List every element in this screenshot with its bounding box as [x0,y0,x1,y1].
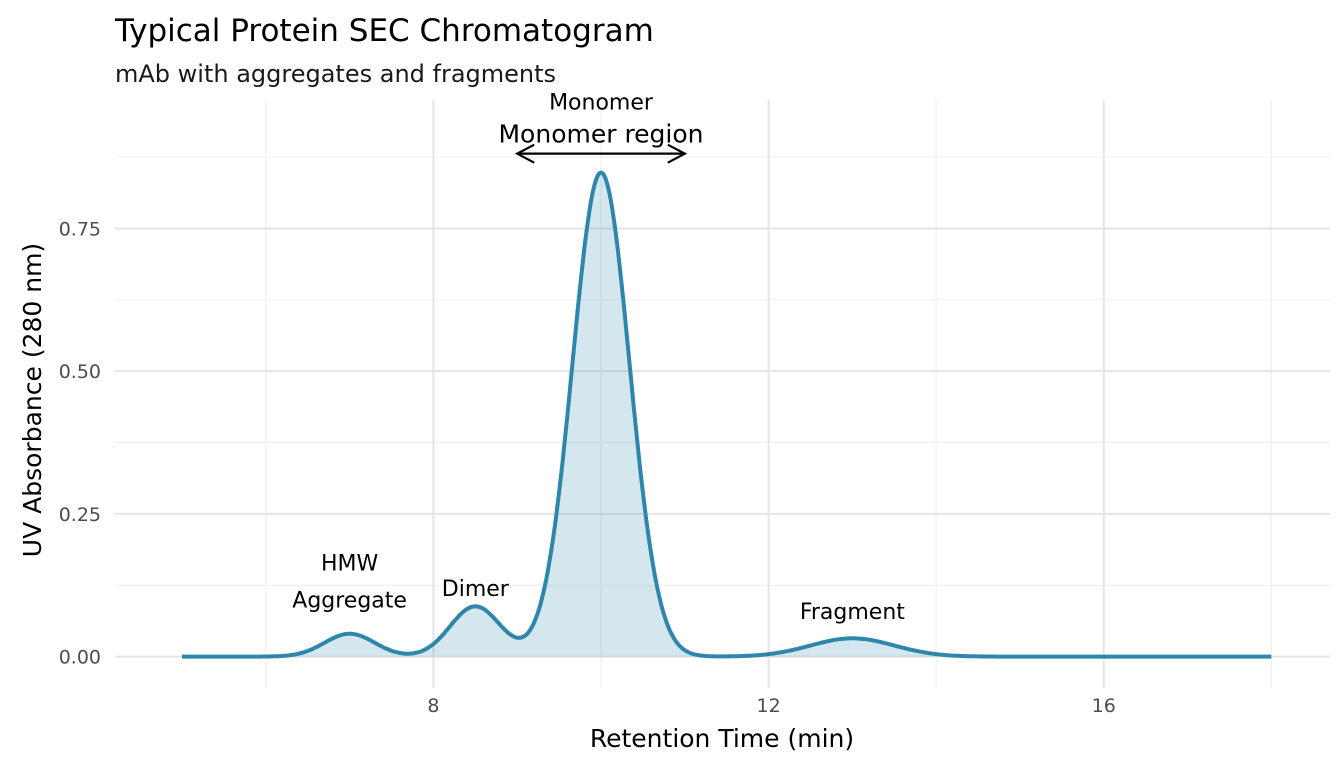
chromatogram-area-fill [182,172,1272,657]
chart-subtitle: mAb with aggregates and fragments [115,60,556,88]
y-tick-label: 0.00 [59,647,101,669]
arrowhead-left-icon [514,143,535,164]
axis-ticks: 8 12 16 0.00 0.25 0.50 0.75 [59,218,1116,717]
x-tick-label: 12 [756,695,780,717]
grid [115,100,1330,688]
y-axis-label: UV Absorbance (280 nm) [18,243,47,557]
chromatogram-line [181,170,1272,659]
annotation-label: Monomer [549,91,654,116]
annotation-label: Fragment [800,600,905,625]
annotation-label: Aggregate [292,589,407,614]
annotation-label: HMW [321,551,379,576]
y-tick-label: 0.25 [59,504,101,526]
x-tick-label: 8 [427,695,439,717]
arrowhead-right-icon [667,143,688,164]
x-tick-label: 16 [1092,695,1116,717]
annotation-label: Monomer region [498,119,703,148]
y-tick-label: 0.75 [59,218,101,240]
x-axis-label: Retention Time (min) [590,724,854,753]
annotation-label: Dimer [442,577,510,602]
chart-title: Typical Protein SEC Chromatogram [114,13,654,49]
y-tick-label: 0.50 [59,361,101,383]
annotations: HMW Aggregate Dimer Monomer Fragment Monomer … [292,91,905,625]
